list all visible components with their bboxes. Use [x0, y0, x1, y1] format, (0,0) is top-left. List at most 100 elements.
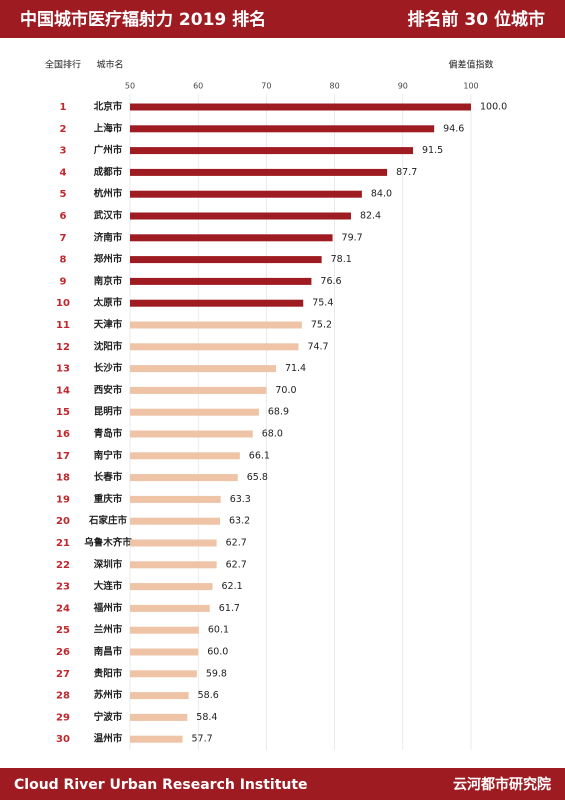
- rank-label: 5: [60, 189, 67, 200]
- city-label: 福州市: [93, 602, 123, 614]
- bar: [130, 147, 414, 155]
- value-label: 94.6: [443, 123, 464, 134]
- bar: [130, 190, 362, 198]
- city-label: 广州市: [94, 144, 123, 156]
- city-label: 杭州市: [94, 188, 123, 200]
- value-label: 61.7: [219, 603, 240, 614]
- value-label: 84.0: [371, 189, 392, 200]
- value-label: 62.7: [226, 538, 247, 549]
- value-label: 71.4: [285, 363, 306, 374]
- city-label: 石家庄市: [88, 515, 128, 527]
- bar: [130, 125, 435, 133]
- bar: [130, 626, 199, 634]
- value-label: 59.8: [206, 668, 227, 679]
- rank-label: 29: [56, 712, 70, 723]
- rank-label: 8: [60, 255, 67, 266]
- header-bar: [0, 0, 565, 38]
- value-label: 60.1: [208, 625, 229, 636]
- bar: [130, 430, 253, 438]
- rank-label: 19: [56, 494, 70, 505]
- rank-label: 22: [56, 560, 70, 571]
- rank-label: 4: [60, 167, 67, 178]
- value-label: 78.1: [331, 254, 352, 265]
- x-tick-label: 60: [193, 82, 203, 91]
- city-label: 成都市: [94, 166, 123, 178]
- rank-label: 20: [56, 516, 70, 527]
- rank-label: 21: [56, 538, 70, 549]
- bar: [130, 517, 221, 525]
- chart-title: 中国城市医疗辐射力 2019 排名: [20, 9, 266, 30]
- bar: [130, 648, 199, 656]
- value-label: 58.4: [196, 712, 217, 723]
- rank-label: 15: [56, 407, 70, 418]
- value-label: 91.5: [422, 145, 443, 156]
- city-label: 天津市: [94, 319, 123, 331]
- value-label: 75.4: [312, 298, 333, 309]
- rank-label: 3: [60, 146, 67, 157]
- bar: [130, 212, 351, 220]
- city-label: 太原市: [94, 297, 123, 309]
- bar: [130, 670, 197, 678]
- value-label: 57.7: [192, 734, 213, 745]
- rank-label: 25: [56, 625, 70, 636]
- city-label: 济南市: [94, 231, 123, 243]
- rank-label: 30: [56, 734, 70, 745]
- city-label: 乌鲁木齐市: [84, 537, 132, 549]
- value-label: 58.6: [198, 690, 219, 701]
- city-label: 兰州市: [94, 624, 123, 636]
- rank-label: 9: [60, 276, 67, 287]
- x-tick-label: 50: [125, 82, 135, 91]
- value-header: 偏差值指数: [448, 59, 493, 71]
- city-label: 大连市: [94, 580, 123, 592]
- value-label: 70.0: [275, 385, 296, 396]
- footer-left: Cloud River Urban Research Institute: [14, 777, 308, 793]
- city-label: 长沙市: [94, 362, 123, 374]
- value-label: 74.7: [307, 341, 328, 352]
- bar: [130, 561, 217, 569]
- value-label: 87.7: [396, 167, 417, 178]
- x-tick-label: 100: [463, 82, 478, 91]
- bar: [130, 474, 238, 482]
- city-label: 南昌市: [94, 646, 123, 658]
- city-label: 宁波市: [94, 711, 123, 723]
- bar: [130, 321, 302, 329]
- bar: [130, 277, 312, 285]
- rank-label: 1: [60, 102, 67, 113]
- city-label: 昆明市: [94, 406, 123, 418]
- bar: [130, 256, 322, 264]
- value-label: 63.3: [230, 494, 251, 505]
- city-label: 苏州市: [94, 689, 123, 701]
- value-label: 66.1: [249, 450, 270, 461]
- bar: [130, 713, 188, 721]
- bar: [130, 408, 259, 416]
- city-label: 青岛市: [94, 428, 123, 440]
- city-label: 南京市: [94, 275, 123, 287]
- city-label: 上海市: [94, 122, 123, 134]
- value-label: 68.0: [262, 429, 283, 440]
- bar: [130, 365, 276, 373]
- bar: [130, 299, 304, 307]
- rank-label: 10: [56, 298, 70, 309]
- city-label: 西安市: [94, 384, 123, 396]
- rank-label: 7: [60, 233, 67, 244]
- rank-header: 全国排行: [45, 59, 81, 71]
- bar: [130, 386, 267, 394]
- rank-label: 13: [56, 364, 70, 375]
- value-label: 100.0: [480, 102, 507, 113]
- bar: [130, 103, 471, 111]
- chart-subtitle: 排名前 30 位城市: [408, 9, 546, 30]
- value-label: 60.0: [207, 647, 228, 658]
- bar: [130, 495, 221, 503]
- footer-bar: [0, 768, 565, 800]
- value-label: 68.9: [268, 407, 289, 418]
- rank-label: 17: [56, 451, 70, 462]
- footer-right: 云河都市研究院: [453, 776, 551, 793]
- rank-label: 28: [56, 691, 70, 702]
- city-label: 温州市: [94, 733, 123, 745]
- value-label: 62.7: [226, 559, 247, 570]
- city-label: 北京市: [94, 101, 123, 113]
- rank-label: 14: [56, 385, 70, 396]
- x-tick-label: 90: [398, 82, 408, 91]
- value-label: 65.8: [247, 472, 268, 483]
